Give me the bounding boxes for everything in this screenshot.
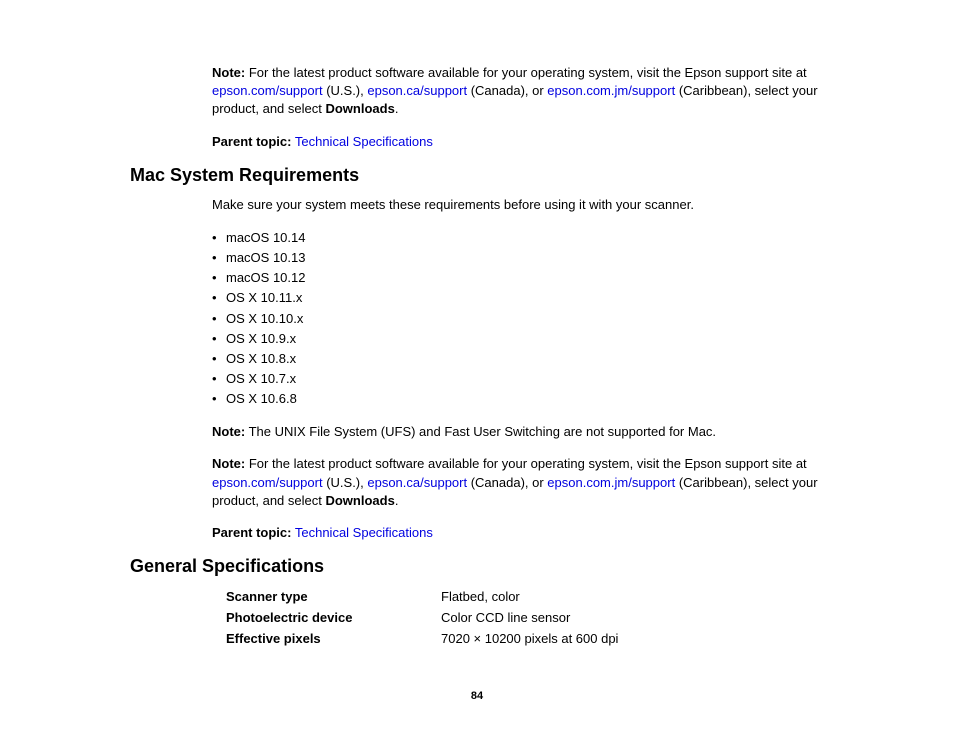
note-text: The UNIX File System (UFS) and Fast User…: [245, 424, 716, 439]
link-epson-us[interactable]: epson.com/support: [212, 475, 323, 490]
link-tech-specs[interactable]: Technical Specifications: [295, 134, 433, 149]
note-text: (U.S.),: [323, 83, 368, 98]
parent-topic-label: Parent topic:: [212, 134, 291, 149]
downloads-label: Downloads: [325, 101, 394, 116]
list-item: OS X 10.7.x: [212, 369, 854, 389]
note-text: .: [395, 493, 399, 508]
note-text: (U.S.),: [323, 475, 368, 490]
note-label: Note:: [212, 424, 245, 439]
spec-table: Scanner type Flatbed, color Photoelectri…: [226, 587, 854, 649]
note-software-2: Note: For the latest product software av…: [212, 455, 854, 510]
link-epson-jm[interactable]: epson.com.jm/support: [547, 83, 675, 98]
spec-label: Scanner type: [226, 587, 441, 608]
document-page: Note: For the latest product software av…: [0, 0, 954, 650]
note-label: Note:: [212, 65, 245, 80]
parent-topic-2: Parent topic: Technical Specifications: [212, 524, 854, 542]
intro-text: Make sure your system meets these requir…: [212, 196, 854, 214]
list-item: macOS 10.14: [212, 228, 854, 248]
link-tech-specs[interactable]: Technical Specifications: [295, 525, 433, 540]
note-unix: Note: The UNIX File System (UFS) and Fas…: [212, 423, 854, 441]
note-software-1: Note: For the latest product software av…: [212, 64, 854, 119]
note-label: Note:: [212, 456, 245, 471]
note-text: (Canada), or: [467, 83, 547, 98]
downloads-label: Downloads: [325, 493, 394, 508]
list-item: OS X 10.10.x: [212, 309, 854, 329]
list-item: macOS 10.13: [212, 248, 854, 268]
note-text: (Canada), or: [467, 475, 547, 490]
list-item: OS X 10.9.x: [212, 329, 854, 349]
note-text: .: [395, 101, 399, 116]
link-epson-ca[interactable]: epson.ca/support: [367, 83, 467, 98]
link-epson-ca[interactable]: epson.ca/support: [367, 475, 467, 490]
page-number: 84: [0, 690, 954, 702]
spec-row: Effective pixels 7020 × 10200 pixels at …: [226, 629, 854, 650]
heading-general-specs: General Specifications: [130, 556, 854, 577]
parent-topic-1: Parent topic: Technical Specifications: [212, 133, 854, 151]
note-text: For the latest product software availabl…: [245, 65, 806, 80]
parent-topic-label: Parent topic:: [212, 525, 291, 540]
list-item: OS X 10.8.x: [212, 349, 854, 369]
note-text: For the latest product software availabl…: [245, 456, 806, 471]
list-item: OS X 10.6.8: [212, 389, 854, 409]
spec-label: Effective pixels: [226, 629, 441, 650]
heading-mac-requirements: Mac System Requirements: [130, 165, 854, 186]
spec-value: 7020 × 10200 pixels at 600 dpi: [441, 629, 854, 650]
spec-row: Scanner type Flatbed, color: [226, 587, 854, 608]
spec-value: Flatbed, color: [441, 587, 854, 608]
os-list: macOS 10.14 macOS 10.13 macOS 10.12 OS X…: [212, 228, 854, 409]
link-epson-jm[interactable]: epson.com.jm/support: [547, 475, 675, 490]
list-item: OS X 10.11.x: [212, 288, 854, 308]
spec-row: Photoelectric device Color CCD line sens…: [226, 608, 854, 629]
spec-value: Color CCD line sensor: [441, 608, 854, 629]
list-item: macOS 10.12: [212, 268, 854, 288]
link-epson-us[interactable]: epson.com/support: [212, 83, 323, 98]
spec-label: Photoelectric device: [226, 608, 441, 629]
